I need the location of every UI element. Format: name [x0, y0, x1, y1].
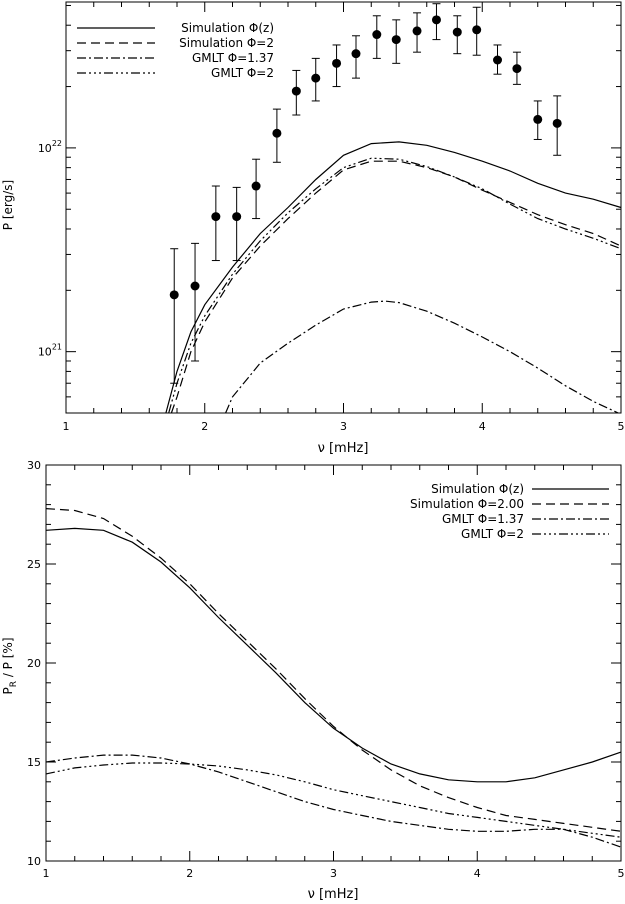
ratio-x-tick-label: 4 [474, 867, 481, 880]
ratio-series-line-2 [45, 754, 622, 848]
power-y-tick-label: 1022 [38, 139, 62, 155]
ratio-ticks: 1 2 3 4 5 10 15 20 25 30 [27, 459, 625, 880]
ratio-y-tick-label: 20 [27, 657, 41, 670]
power-observations [169, 3, 562, 384]
power-x-tick-label: 3 [340, 420, 347, 433]
power-series-line-0 [165, 141, 622, 414]
ratio-y-axis-label-sub: R [9, 681, 19, 687]
power-y-tick-base: 10 [38, 346, 52, 359]
power-y-tick-exponent: 21 [52, 343, 62, 352]
ratio-y-tick-label: 15 [27, 756, 41, 769]
ratio-x-tick-label: 1 [43, 867, 50, 880]
power-observation-point [452, 27, 462, 37]
power-observation-point [412, 26, 422, 36]
power-observation-point [332, 58, 342, 68]
power-series-line-3 [168, 157, 622, 414]
power-observation-point [311, 73, 321, 83]
ratio-legend-label-3: GMLT Φ=2 [461, 527, 524, 541]
ratio-y-tick-label: 25 [27, 558, 41, 571]
power-observation-point [533, 114, 543, 124]
ratio-y-axis-label: PR / P [%] [1, 637, 19, 694]
ratio-series-line-1 [45, 508, 622, 832]
power-x-tick-label: 5 [618, 420, 625, 433]
power-observation-point [291, 86, 301, 96]
power-x-tick-label: 4 [479, 420, 486, 433]
ratio-plot-frame [45, 464, 622, 862]
power-plot-frame [65, 1, 622, 414]
ratio-series-line-0 [45, 527, 622, 783]
power-observation-point [512, 64, 522, 74]
power-series-line-2 [225, 300, 619, 414]
power-x-tick-label: 2 [201, 420, 208, 433]
power-observation-point [472, 25, 482, 35]
power-observation-point [232, 212, 242, 222]
ratio-x-tick-label: 3 [330, 867, 337, 880]
ratio-y-axis-label-main: P [1, 687, 15, 694]
power-observation-point [552, 118, 562, 128]
power-legend-label-2: GMLT Φ=1.37 [192, 51, 274, 65]
power-observation-point [372, 30, 382, 40]
ratio-y-axis-label-tail: / P [%] [1, 637, 15, 681]
ratio-x-axis-label: ν [mHz] [308, 887, 359, 902]
power-legend-label-3: GMLT Φ=2 [211, 66, 274, 80]
power-x-tick-label: 1 [63, 420, 70, 433]
power-curves [165, 141, 622, 414]
power-observation-point [169, 290, 179, 300]
power-y-tick-base: 10 [38, 142, 52, 155]
power-x-axis-label: ν [mHz] [318, 441, 369, 456]
power-y-axis-label: P [erg/s] [1, 180, 15, 230]
power-y-tick-label: 1021 [38, 343, 62, 359]
ratio-x-tick-label: 2 [186, 867, 193, 880]
power-observation-point [391, 35, 401, 45]
power-legend-label-0: Simulation Φ(z) [181, 21, 274, 35]
power-observation-point [351, 49, 361, 59]
ratio-legend-label-1: Simulation Φ=2.00 [410, 497, 524, 511]
ratio-curves [45, 508, 622, 848]
ratio-legend-label-0: Simulation Φ(z) [431, 482, 524, 496]
power-observation-point [493, 55, 503, 65]
power-series-line-1 [170, 160, 622, 414]
power-y-tick-exponent: 22 [52, 139, 62, 148]
power-observation-point [251, 181, 261, 191]
ratio-y-tick-label: 30 [27, 459, 41, 472]
power-legend-label-1: Simulation Φ=2 [179, 36, 274, 50]
ratio-legend-label-2: GMLT Φ=1.37 [442, 512, 524, 526]
power-observation-point [211, 212, 221, 222]
ratio-y-tick-label: 10 [27, 855, 41, 868]
ratio-series-line-3 [45, 762, 622, 838]
ratio-panel: 1 2 3 4 5 10 15 20 25 30 Simulation Φ(z)Simulatio… [1, 459, 625, 902]
power-observation-point [272, 128, 282, 138]
ratio-x-tick-label: 5 [618, 867, 625, 880]
power-observation-point [431, 15, 441, 25]
power-observation-point [190, 281, 200, 291]
